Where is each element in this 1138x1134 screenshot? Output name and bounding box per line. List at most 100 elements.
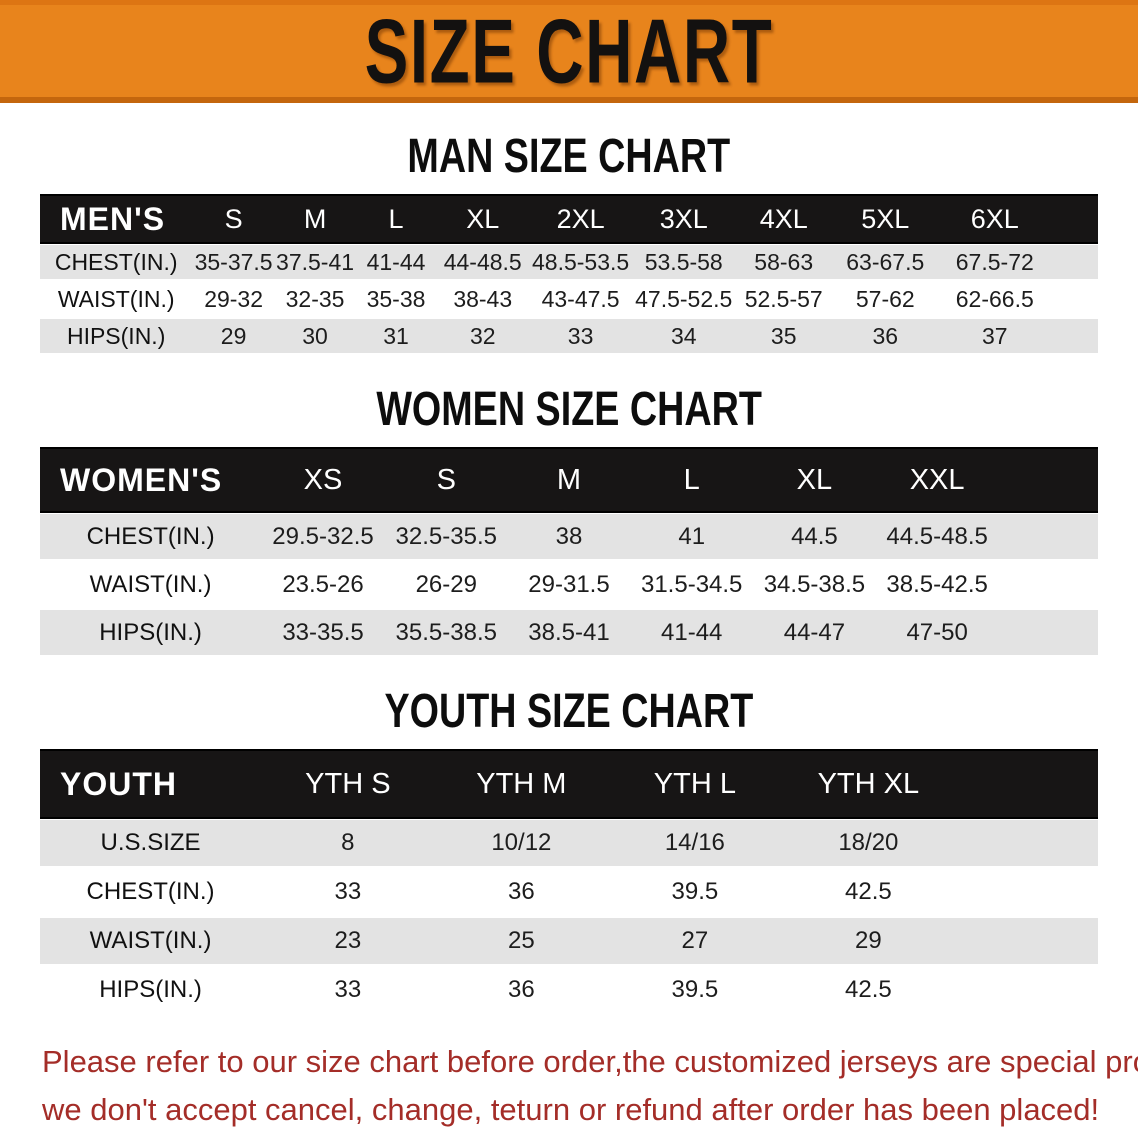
measurement-row: U.S.SIZE 8 10/12 14/16 18/20 — [40, 820, 1098, 866]
size-value-cell: 34.5-38.5 — [763, 570, 866, 598]
size-value-cell: 25 — [508, 927, 535, 954]
row-label: HIPS(IN.) — [99, 976, 202, 1003]
size-value-cell: 39.5 — [671, 878, 719, 905]
row-spacer — [955, 820, 1098, 866]
size-column-header: 4XL — [735, 196, 833, 242]
row-label: WAIST(IN.) — [89, 570, 212, 598]
measurement-row: HIPS(IN.) 33-35.5 35.5-38.5 38.5-41 41-44 44-… — [40, 610, 1098, 655]
youth-section-heading: YOUTH SIZE CHART — [0, 683, 1138, 738]
size-value-cell: 14/16 — [664, 829, 725, 856]
women-section-heading-text: WOMEN SIZE CHART — [376, 380, 762, 436]
measurement-row: WAIST(IN.) 23.5-26 26-29 29-31.5 31.5-34.5 34… — [40, 562, 1098, 607]
men-section: MAN SIZE CHART MEN'S S M L XL 2XL 3XL 4XL 5XL 6X… — [0, 127, 1138, 356]
size-value-cell: 29-32 — [204, 285, 264, 312]
size-value-cell: 32.5-35.5 — [395, 522, 497, 550]
size-value-cell: 23 — [334, 927, 362, 954]
men-section-heading-text: MAN SIZE CHART — [407, 127, 731, 183]
row-label: U.S.SIZE — [100, 829, 201, 856]
size-value-cell: 48.5-53.5 — [531, 248, 630, 275]
size-value-cell: 39.5 — [671, 976, 719, 1003]
footer-note-line2: we don't accept cancel, change, teturn o… — [42, 1092, 1100, 1127]
size-column-header: XS — [261, 449, 385, 511]
size-value-cell: 36 — [872, 322, 899, 349]
row-spacer — [955, 918, 1098, 964]
size-value-cell: 38.5-42.5 — [886, 570, 988, 598]
row-spacer — [955, 869, 1098, 915]
size-value-cell: 10/12 — [491, 829, 552, 856]
size-value-cell: 67.5-72 — [955, 248, 1034, 275]
size-value-cell: 41-44 — [366, 248, 426, 275]
size-column-header: YTH XL — [781, 751, 956, 817]
size-value-cell: 30 — [302, 322, 328, 349]
size-value-cell: 41 — [678, 522, 706, 550]
size-value-cell: 37.5-41 — [276, 248, 355, 275]
size-value-cell: 31 — [383, 322, 409, 349]
size-value-cell: 33-35.5 — [282, 618, 364, 646]
size-column-header: 3XL — [632, 196, 736, 242]
youth-section: YOUTH SIZE CHART YOUTH YTH S YTH M YTH L YT… — [0, 683, 1138, 1016]
size-value-cell: 44-48.5 — [443, 248, 522, 275]
women-section: WOMEN SIZE CHART WOMEN'S XS S M L XL XXL CHES… — [0, 380, 1138, 658]
row-label: WAIST(IN.) — [89, 927, 212, 954]
size-value-cell: 35-38 — [366, 285, 426, 312]
size-value-cell: 58-63 — [754, 248, 814, 275]
size-value-cell: 44-47 — [783, 618, 846, 646]
size-column-header: XXL — [875, 449, 999, 511]
row-label: CHEST(IN.) — [86, 878, 215, 905]
size-column-header: 5XL — [832, 196, 939, 242]
size-column-header: YTH L — [608, 751, 782, 817]
size-column-header: XL — [753, 449, 876, 511]
row-spacer — [1051, 245, 1098, 279]
youth-table-wrap: YOUTH YTH S YTH M YTH L YTH XL U.S.SIZE 8 10/… — [0, 748, 1138, 1016]
row-spacer — [999, 610, 1099, 655]
size-column-header: S — [192, 196, 275, 242]
size-value-cell: 29 — [855, 927, 882, 954]
size-value-cell: 29.5-32.5 — [272, 522, 374, 550]
size-value-cell: 42.5 — [845, 976, 892, 1003]
size-value-cell: 43-47.5 — [541, 285, 620, 312]
size-value-cell: 62-66.5 — [955, 285, 1034, 312]
size-column-header: L — [630, 449, 754, 511]
size-value-cell: 63-67.5 — [846, 248, 925, 275]
size-value-cell: 41-44 — [661, 618, 723, 646]
size-chart-banner: SIZE CHART — [0, 0, 1138, 103]
row-label: CHEST(IN.) — [54, 248, 178, 275]
size-value-cell: 8 — [341, 829, 355, 856]
size-value-cell: 37 — [981, 322, 1008, 349]
size-value-cell: 29 — [220, 322, 247, 349]
size-value-cell: 44.5-48.5 — [886, 522, 988, 550]
measurement-row: CHEST(IN.) 35-37.5 37.5-41 41-44 44-48.5 48.5… — [40, 245, 1098, 279]
size-value-cell: 35-37.5 — [194, 248, 273, 275]
size-value-cell: 27 — [681, 927, 709, 954]
table-corner-label: YOUTH — [40, 751, 262, 817]
table-header-row: WOMEN'S XS S M L XL XXL — [40, 449, 1098, 511]
size-value-cell: 23.5-26 — [282, 570, 364, 598]
measurement-row: CHEST(IN.) 33 36 39.5 42.5 — [40, 869, 1098, 915]
size-value-cell: 35.5-38.5 — [395, 618, 497, 646]
size-value-cell: 57-62 — [855, 285, 915, 312]
size-value-cell: 44.5 — [791, 522, 838, 550]
men-size-table: MEN'S S M L XL 2XL 3XL 4XL 5XL 6XL CHEST(IN.) 35-… — [40, 193, 1098, 356]
row-spacer — [1051, 282, 1098, 316]
size-value-cell: 38-43 — [453, 285, 513, 312]
size-column-header: 2XL — [528, 196, 633, 242]
size-column-header: S — [384, 449, 508, 511]
men-table-wrap: MEN'S S M L XL 2XL 3XL 4XL 5XL 6XL CHEST(IN.) 35-… — [0, 193, 1138, 356]
header-spacer — [955, 751, 1098, 817]
measurement-row: HIPS(IN.) 33 36 39.5 42.5 — [40, 967, 1098, 1013]
size-value-cell: 35 — [770, 322, 797, 349]
size-value-cell: 34 — [670, 322, 697, 349]
header-spacer — [998, 449, 1098, 511]
measurement-row: WAIST(IN.) 23 25 27 29 — [40, 918, 1098, 964]
row-label: CHEST(IN.) — [86, 522, 215, 550]
size-column-header: YTH M — [434, 751, 609, 817]
women-section-heading: WOMEN SIZE CHART — [0, 380, 1138, 436]
table-header-row: YOUTH YTH S YTH M YTH L YTH XL — [40, 751, 1098, 817]
table-header-row: MEN'S S M L XL 2XL 3XL 4XL 5XL 6XL — [40, 196, 1098, 242]
size-value-cell: 52.5-57 — [744, 285, 823, 312]
row-spacer — [1051, 319, 1098, 353]
size-value-cell: 29-31.5 — [528, 570, 610, 598]
size-value-cell: 36 — [508, 976, 535, 1003]
row-spacer — [955, 967, 1098, 1013]
size-value-cell: 47-50 — [906, 618, 968, 646]
